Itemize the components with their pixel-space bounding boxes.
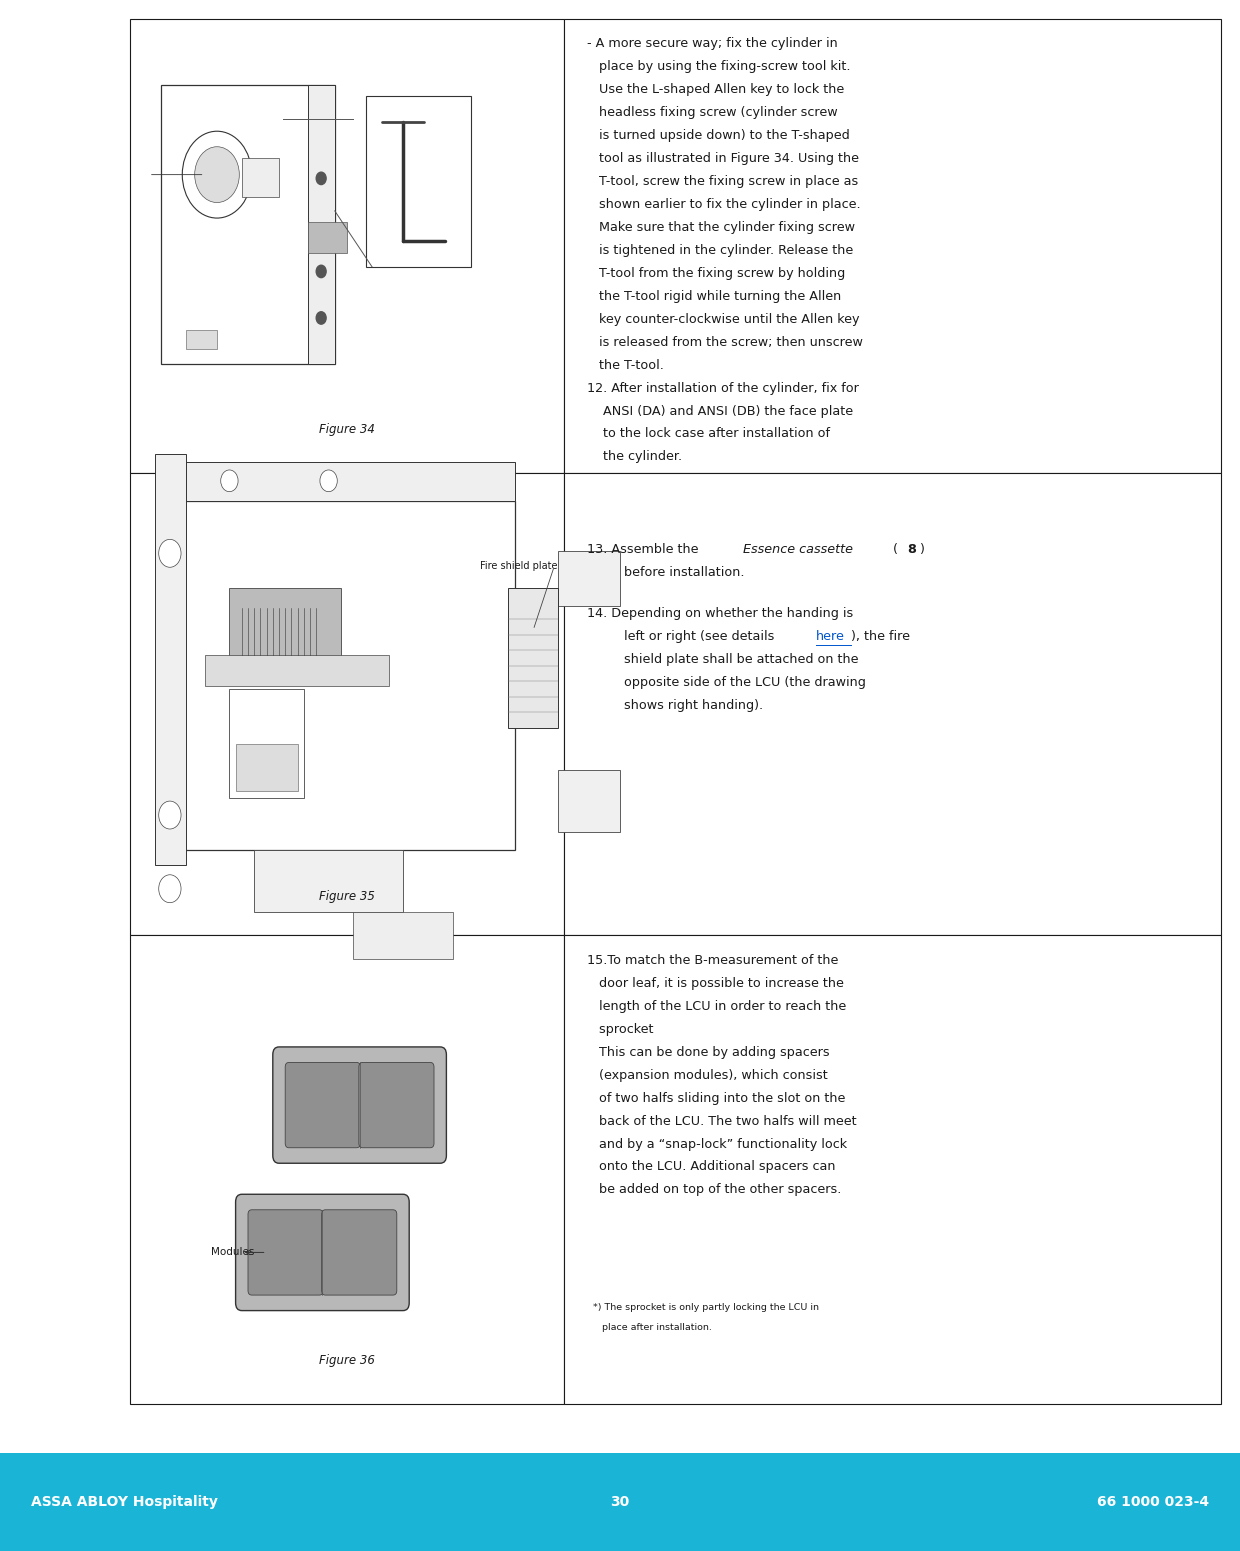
FancyBboxPatch shape [285,1062,361,1148]
Text: the T-tool rigid while turning the Allen: the T-tool rigid while turning the Allen [587,290,841,302]
Text: length of the LCU in order to reach the: length of the LCU in order to reach the [587,1000,846,1013]
Text: headless fixing screw (cylinder screw: headless fixing screw (cylinder screw [587,105,837,119]
Text: of two halfs sliding into the slot on the: of two halfs sliding into the slot on th… [587,1092,844,1104]
Circle shape [316,312,326,324]
Text: opposite side of the LCU (the drawing: opposite side of the LCU (the drawing [624,676,866,689]
Circle shape [195,147,239,203]
Bar [155,454,186,865]
Bar [564,473,1221,935]
Bar [564,935,1221,1404]
Text: ): ) [919,543,924,555]
Bar [236,744,298,791]
Bar [130,935,564,1404]
Bar [564,19,1221,473]
Text: Figure 35: Figure 35 [319,890,376,903]
Text: Figure 34: Figure 34 [319,423,376,436]
FancyBboxPatch shape [321,1210,397,1295]
Text: Fire shield plate: Fire shield plate [481,561,558,571]
Bar [229,588,341,658]
Text: to the lock case after installation of: to the lock case after installation of [587,428,830,440]
Text: ), the fire: ), the fire [851,630,910,644]
Bar [353,912,453,959]
Bar [205,655,389,686]
Text: is tightened in the cylinder. Release the: is tightened in the cylinder. Release th… [587,244,853,257]
FancyBboxPatch shape [358,1062,434,1148]
Text: T-tool from the fixing screw by holding: T-tool from the fixing screw by holding [587,267,844,279]
Text: (: ( [889,543,898,555]
Bar [229,689,304,797]
Text: 66 1000 023-4: 66 1000 023-4 [1097,1495,1209,1509]
Text: door leaf, it is possible to increase the: door leaf, it is possible to increase th… [587,977,843,990]
Circle shape [159,540,181,568]
Text: sprocket: sprocket [587,1022,653,1036]
Text: Essence cassette: Essence cassette [743,543,853,555]
Text: the T-tool.: the T-tool. [587,358,663,372]
Bar [366,96,471,267]
Bar [508,588,558,727]
Bar [130,19,564,473]
Text: T-tool, screw the fixing screw in place as: T-tool, screw the fixing screw in place … [587,175,858,188]
Text: Figure 36: Figure 36 [319,1354,376,1366]
Text: onto the LCU. Additional spacers can: onto the LCU. Additional spacers can [587,1160,835,1174]
Text: is released from the screw; then unscrew: is released from the screw; then unscrew [587,335,862,349]
Circle shape [316,265,326,278]
Text: 13. Assemble the: 13. Assemble the [587,543,702,555]
Circle shape [159,875,181,903]
Circle shape [182,132,252,219]
Text: ASSA ABLOY Hospitality: ASSA ABLOY Hospitality [31,1495,218,1509]
Text: shown earlier to fix the cylinder in place.: shown earlier to fix the cylinder in pla… [587,199,861,211]
Text: (expansion modules), which consist: (expansion modules), which consist [587,1069,827,1081]
Circle shape [316,172,326,185]
Bar [242,158,279,197]
Circle shape [221,470,238,492]
Bar [558,771,620,833]
Bar [180,501,515,850]
Bar [161,85,335,364]
Text: place by using the fixing-screw tool kit.: place by using the fixing-screw tool kit… [587,60,851,73]
Text: before installation.: before installation. [624,566,744,579]
Text: Use the L-shaped Allen key to lock the: Use the L-shaped Allen key to lock the [587,84,843,96]
Text: *) The sprocket is only partly locking the LCU in: *) The sprocket is only partly locking t… [593,1303,818,1312]
Text: Modules: Modules [211,1247,254,1258]
Text: left or right (see details: left or right (see details [624,630,777,644]
Bar [130,473,564,935]
Circle shape [320,470,337,492]
Text: ANSI (DA) and ANSI (DB) the face plate: ANSI (DA) and ANSI (DB) the face plate [587,405,853,417]
Text: 8: 8 [908,543,916,555]
Text: shield plate shall be attached on the: shield plate shall be attached on the [624,653,858,665]
Text: Make sure that the cylinder fixing screw: Make sure that the cylinder fixing screw [587,220,854,234]
Bar [254,850,403,912]
Text: 15.To match the B-measurement of the: 15.To match the B-measurement of the [587,954,838,966]
Text: the cylinder.: the cylinder. [587,450,682,464]
Text: This can be done by adding spacers: This can be done by adding spacers [587,1045,830,1059]
Text: shows right handing).: shows right handing). [624,700,763,712]
Text: 14. Depending on whether the handing is: 14. Depending on whether the handing is [587,606,853,620]
Bar [0,1453,1240,1551]
FancyBboxPatch shape [248,1210,324,1295]
Text: back of the LCU. The two halfs will meet: back of the LCU. The two halfs will meet [587,1115,856,1128]
Circle shape [159,800,181,828]
Text: - A more secure way; fix the cylinder in: - A more secure way; fix the cylinder in [587,37,837,50]
Bar [558,551,620,605]
Bar [180,462,515,501]
FancyBboxPatch shape [236,1194,409,1311]
Bar [186,330,217,349]
Text: key counter-clockwise until the Allen key: key counter-clockwise until the Allen ke… [587,313,859,326]
Text: here: here [816,630,844,644]
Text: is turned upside down) to the T-shaped: is turned upside down) to the T-shaped [587,129,849,143]
Text: 30: 30 [610,1495,630,1509]
Bar [308,222,347,253]
Text: place after installation.: place after installation. [593,1323,712,1332]
Text: tool as illustrated in Figure 34. Using the: tool as illustrated in Figure 34. Using … [587,152,858,164]
Bar [308,85,335,364]
Text: be added on top of the other spacers.: be added on top of the other spacers. [587,1183,841,1196]
Text: 12. After installation of the cylinder, fix for: 12. After installation of the cylinder, … [587,382,858,394]
FancyBboxPatch shape [273,1047,446,1163]
Text: and by a “snap-lock” functionality lock: and by a “snap-lock” functionality lock [587,1137,847,1151]
